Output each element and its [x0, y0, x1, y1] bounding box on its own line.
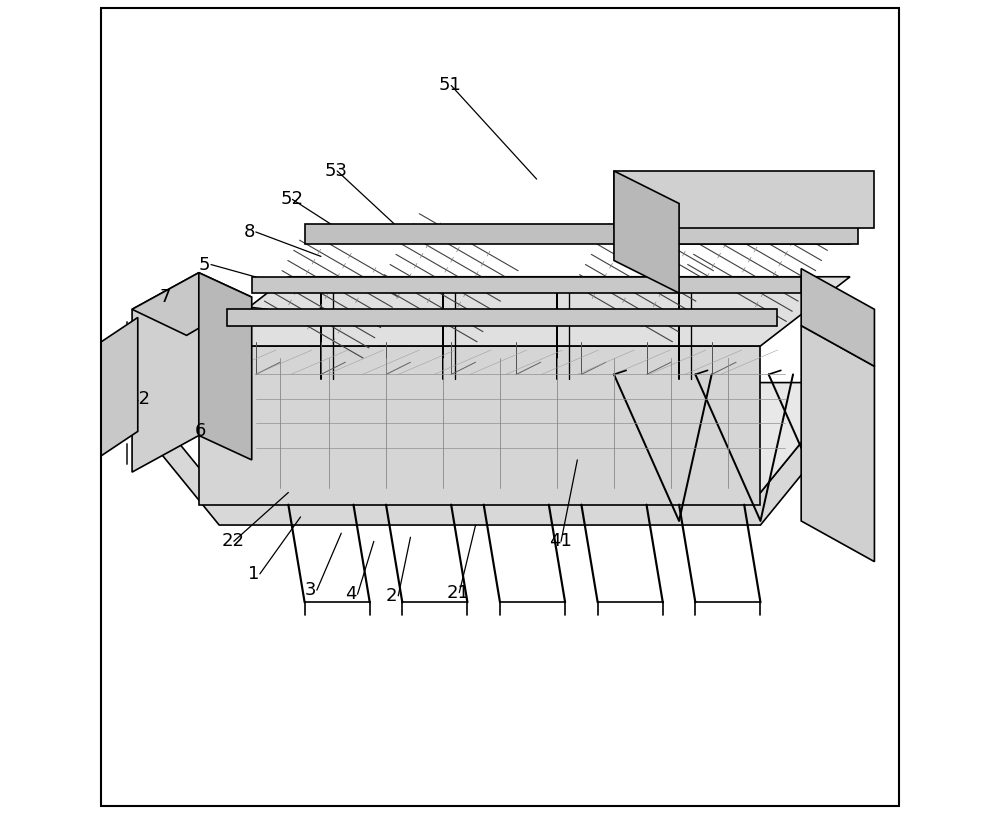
Text: 3: 3: [305, 581, 316, 599]
Polygon shape: [614, 171, 874, 228]
Polygon shape: [132, 273, 199, 472]
Polygon shape: [199, 273, 252, 460]
Polygon shape: [252, 277, 801, 293]
Text: 53: 53: [325, 162, 348, 180]
Polygon shape: [132, 273, 252, 335]
Text: 21: 21: [447, 584, 470, 602]
Polygon shape: [227, 309, 777, 326]
Polygon shape: [101, 317, 138, 456]
Text: 51: 51: [439, 77, 462, 94]
Text: 42: 42: [127, 390, 150, 408]
Polygon shape: [801, 326, 874, 562]
Text: 7: 7: [160, 288, 171, 306]
Text: 5: 5: [199, 256, 210, 274]
Text: 4: 4: [345, 585, 357, 603]
Text: 22: 22: [222, 532, 245, 550]
Text: 52: 52: [280, 190, 303, 208]
Text: 8: 8: [244, 223, 255, 241]
Text: 2: 2: [386, 587, 398, 605]
Polygon shape: [663, 195, 858, 244]
Polygon shape: [219, 383, 850, 492]
Polygon shape: [199, 346, 760, 505]
Polygon shape: [801, 269, 874, 366]
Text: 6: 6: [195, 422, 206, 440]
Polygon shape: [199, 277, 850, 346]
Text: 1: 1: [248, 565, 259, 583]
Polygon shape: [130, 383, 850, 525]
Polygon shape: [305, 224, 850, 244]
Text: 41: 41: [549, 532, 572, 550]
Polygon shape: [614, 171, 679, 293]
